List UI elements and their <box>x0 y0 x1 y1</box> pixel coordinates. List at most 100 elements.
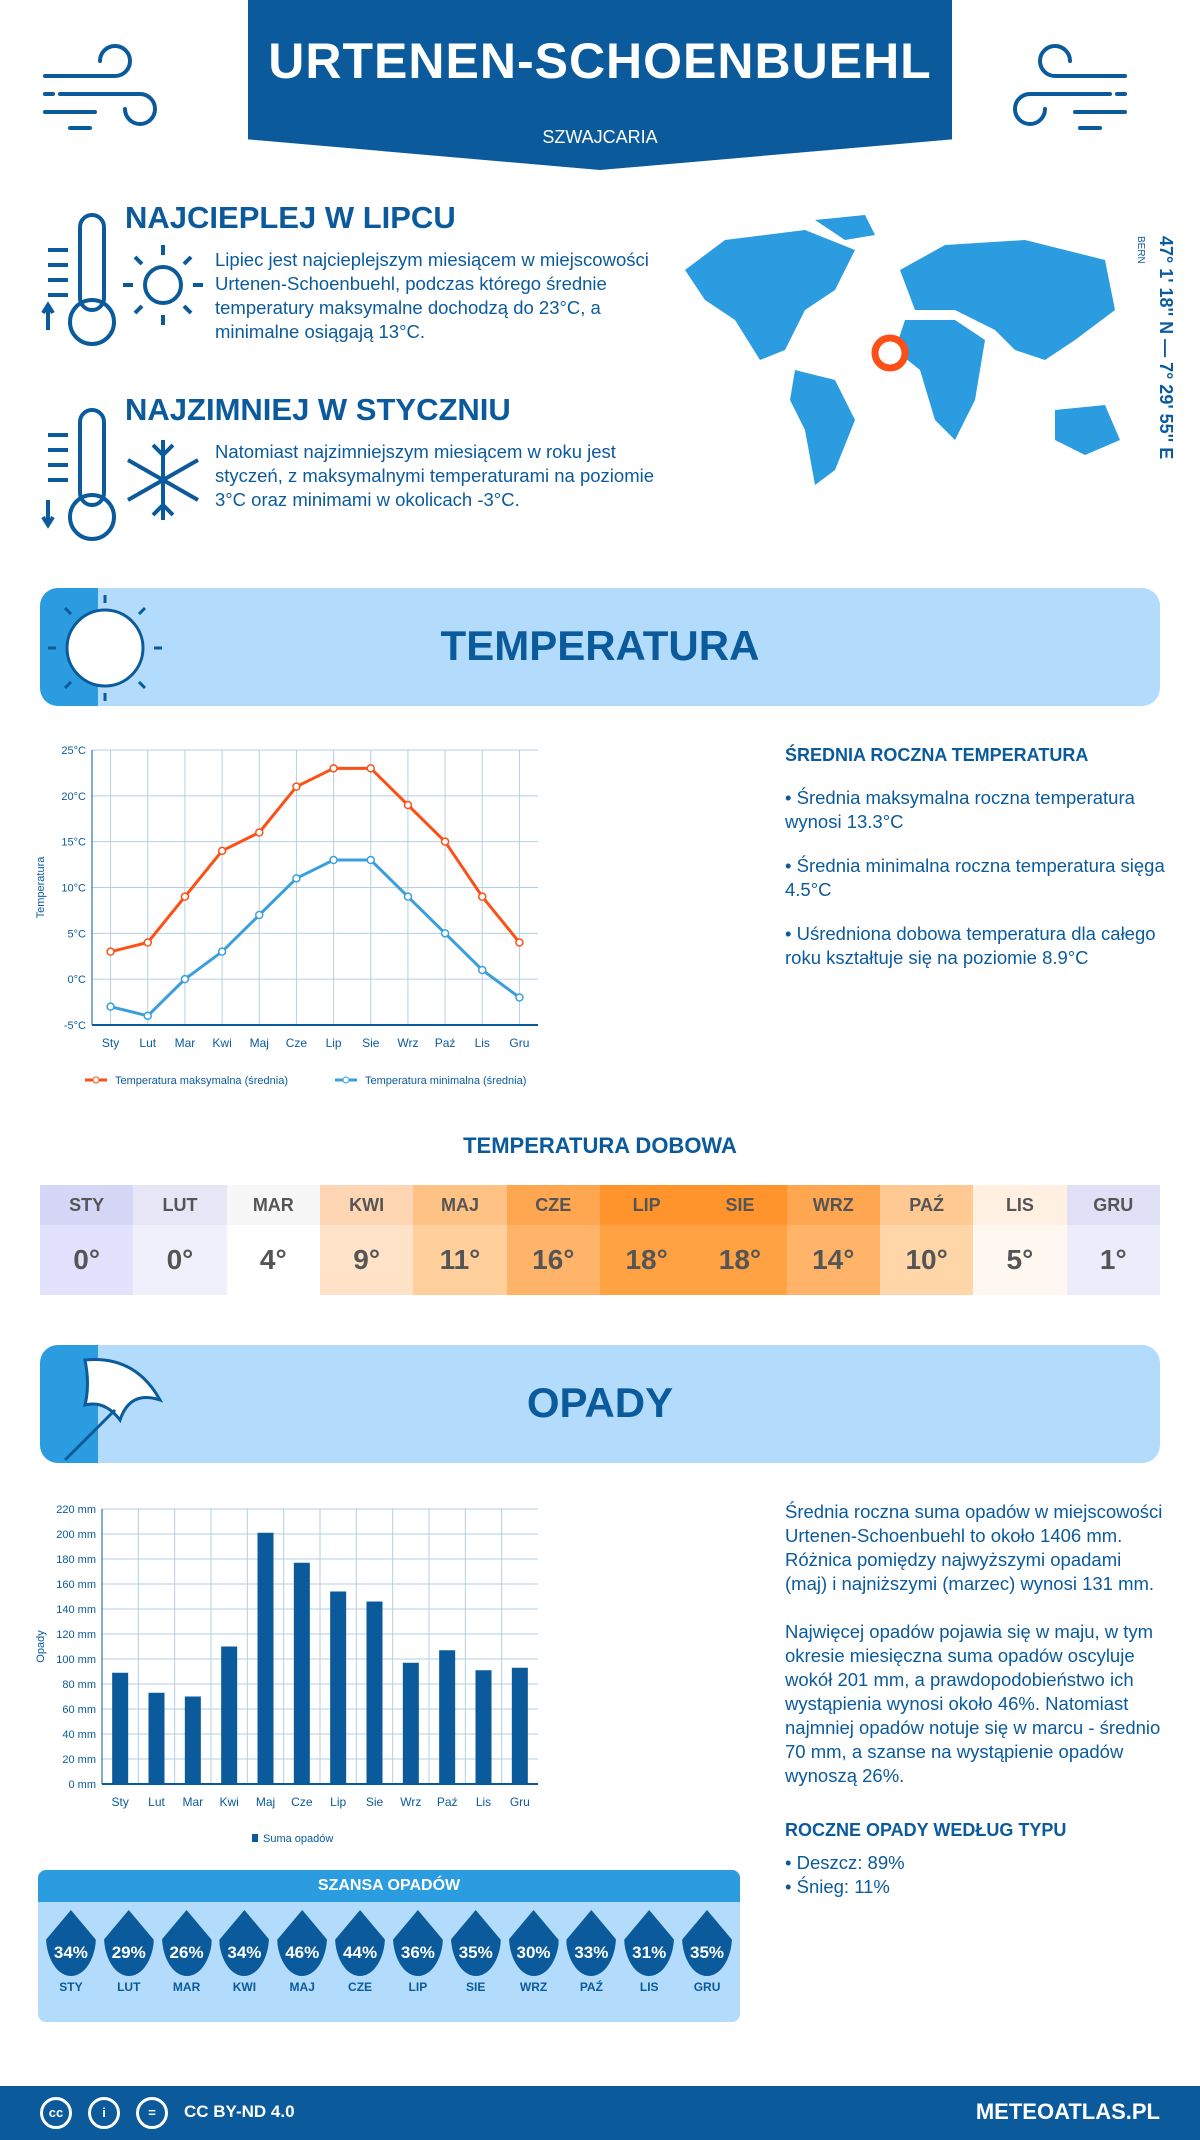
data-point <box>366 855 375 865</box>
month-label: LUT <box>117 1980 141 1994</box>
precip-chance-drop: 46% MAJ <box>273 1910 331 1994</box>
coldest-text: Natomiast najzimniejszym miesiącem w rok… <box>215 441 655 510</box>
world-map <box>685 215 1120 485</box>
daily-temp-cell: MAR 4° <box>226 1185 320 1295</box>
x-tick-label: Gru <box>509 1036 529 1050</box>
x-tick-label: Paź <box>435 1036 456 1050</box>
daily-temp-cell: LUT 0° <box>133 1185 227 1295</box>
drop-value: 33% <box>566 1910 617 1976</box>
temp-value: 9° <box>319 1225 414 1295</box>
y-tick-label: 60 mm <box>62 1704 96 1716</box>
data-point <box>515 993 524 1002</box>
month-label: STY <box>59 1980 83 1994</box>
drop-value: 29% <box>103 1910 154 1976</box>
daily-temp-cell: CZE 16° <box>506 1185 600 1295</box>
temp-value: 10° <box>879 1225 974 1295</box>
x-tick-label: Sie <box>362 1036 380 1050</box>
data-point <box>180 892 190 901</box>
x-tick-label: Wrz <box>400 1795 421 1809</box>
month-label: STY <box>40 1185 134 1225</box>
x-tick-label: Wrz <box>397 1036 418 1050</box>
daily-temp-cell: KWI 9° <box>319 1185 414 1295</box>
y-tick-label: 15°C <box>61 837 86 849</box>
daily-temp-cell: WRZ 14° <box>786 1185 880 1295</box>
daily-temp-cell: SIE 18° <box>693 1185 787 1295</box>
bar <box>184 1696 201 1784</box>
y-axis-label: Temperatura <box>35 856 47 919</box>
precip-chance-title: SZANSA OPADÓW <box>38 1870 740 1902</box>
legend-marker <box>92 1076 100 1084</box>
bar <box>366 1601 383 1784</box>
header-banner <box>248 0 952 170</box>
y-tick-label: 100 mm <box>56 1654 96 1666</box>
month-label: PAŹ <box>879 1185 974 1225</box>
y-tick-label: 25°C <box>61 745 86 757</box>
coordinates: 47° 1' 18'' N — 7° 29' 55'' E <box>1156 236 1176 460</box>
precip-chance-drop: 29% LUT <box>100 1910 158 1994</box>
bar <box>475 1670 492 1784</box>
month-label: MAJ <box>289 1980 315 1994</box>
month-label: WRZ <box>519 1980 548 1994</box>
y-tick-label: 5°C <box>68 928 87 940</box>
precip-type-item: • Deszcz: 89% <box>785 1852 905 1873</box>
month-label: PAŹ <box>579 1980 603 1994</box>
y-tick-label: 0°C <box>68 974 87 986</box>
y-tick-label: 140 mm <box>56 1604 96 1616</box>
month-label: MAR <box>226 1185 320 1225</box>
x-tick-label: Lip <box>330 1795 346 1809</box>
daily-temp-cell: STY 0° <box>40 1185 134 1295</box>
data-point <box>255 828 264 837</box>
daily-temp-cell: MAJ 11° <box>413 1185 507 1295</box>
temp-value: 4° <box>226 1225 320 1295</box>
temperature-chart: -5°C 0°C 5°C 10°C 15°C 20°C 25°C Sty Lut Mar Kwi Ma… <box>35 745 538 1087</box>
location-marker <box>871 334 909 372</box>
x-tick-label: Kwi <box>212 1036 231 1050</box>
page-title: URTENEN-SCHOENBUEHL <box>268 33 932 89</box>
month-label: LIS <box>639 1980 659 1994</box>
x-tick-label: Lis <box>475 1036 490 1050</box>
temp-summary-item: • Średnia minimalna roczna temperatura s… <box>785 855 1165 900</box>
month-label: SIE <box>466 1980 486 1994</box>
y-tick-label: 80 mm <box>62 1679 96 1691</box>
data-point <box>292 782 301 791</box>
data-point <box>106 947 115 956</box>
section-title: TEMPERATURA <box>440 622 760 669</box>
legend-swatch <box>252 1834 258 1842</box>
bar <box>511 1667 528 1784</box>
y-tick-label: 220 mm <box>56 1504 96 1516</box>
temp-value: 16° <box>506 1225 600 1295</box>
x-tick-label: Lut <box>139 1036 156 1050</box>
y-tick-label: 20°C <box>61 791 86 803</box>
daily-temp-cell: LIP 18° <box>599 1185 694 1295</box>
site-link[interactable]: METEOATLAS.PL <box>975 2099 1160 2124</box>
daily-temp-cell: PAŹ 10° <box>879 1185 974 1295</box>
precip-types-title: ROCZNE OPADY WEDŁUG TYPU <box>785 1820 1067 1840</box>
y-tick-label: 120 mm <box>56 1629 96 1641</box>
precip-types: ROCZNE OPADY WEDŁUG TYPU • Deszcz: 89% •… <box>785 1820 1165 1899</box>
data-point <box>106 1002 115 1011</box>
bar <box>402 1662 419 1784</box>
x-tick-label: Mar <box>182 1795 203 1809</box>
data-point <box>403 892 413 901</box>
x-tick-label: Kwi <box>219 1795 238 1809</box>
bar <box>257 1532 274 1784</box>
daily-temp-title: TEMPERATURA DOBOWA <box>463 1133 737 1158</box>
y-tick-label: 200 mm <box>56 1529 96 1541</box>
precip-section-header: OPADY <box>40 1345 1160 1463</box>
warmest-title: NAJCIEPLEJ W LIPCU <box>125 200 456 235</box>
temp-value: 11° <box>413 1225 507 1295</box>
drop-value: 35% <box>682 1910 733 1976</box>
coldest-title: NAJZIMNIEJ W STYCZNIU <box>125 392 511 427</box>
section-title: OPADY <box>526 1379 674 1426</box>
precip-text: Średnia roczna suma opadów w miejscowośc… <box>785 1501 1163 1594</box>
no-derivatives-icon: = <box>136 2097 168 2129</box>
data-point <box>217 947 227 956</box>
x-tick-label: Mar <box>175 1036 196 1050</box>
data-point <box>440 837 450 846</box>
data-point <box>292 874 301 883</box>
thermometer-sun-icon <box>41 213 203 346</box>
country-label: SZWAJCARIA <box>542 127 658 147</box>
legend-label: Temperatura maksymalna (średnia) <box>115 1075 288 1087</box>
precip-chance-drop: 33% PAŹ <box>562 1910 620 1994</box>
data-point <box>180 974 190 984</box>
